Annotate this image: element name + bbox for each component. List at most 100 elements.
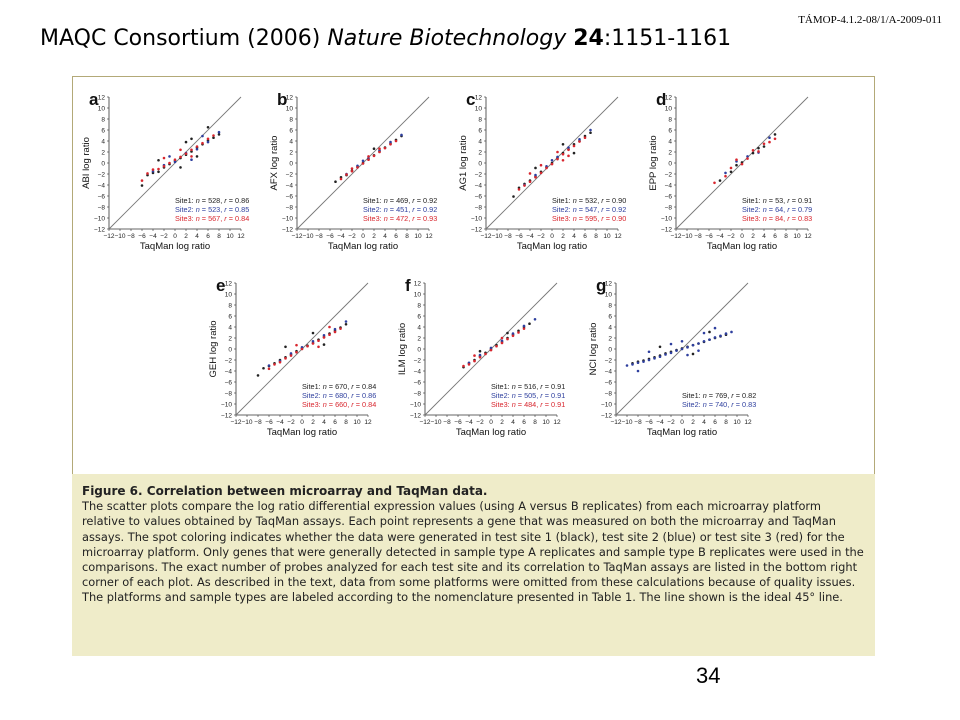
y-tick-label-b: 6 <box>289 128 293 135</box>
data-point-g-site2 <box>680 347 684 351</box>
stats-line-c-site3: Site3: n = 595, r = 0.90 <box>552 214 626 223</box>
data-point-a-site3 <box>206 137 210 141</box>
x-tick-label-a: 0 <box>173 233 177 240</box>
x-tick-label-e: 6 <box>333 419 337 426</box>
x-tick-label-c: 12 <box>614 233 622 240</box>
x-tick-label-d: 0 <box>740 233 744 240</box>
x-tick-label-a: 10 <box>226 233 234 240</box>
y-tick-label-c: −2 <box>475 172 483 179</box>
y-tick-label-g: 8 <box>608 303 612 310</box>
y-tick-label-e: −4 <box>225 369 233 376</box>
y-tick-label-c: 6 <box>478 128 482 135</box>
data-point-f-site2 <box>511 332 515 335</box>
data-point-g-site2 <box>719 334 722 338</box>
y-tick-label-c: 2 <box>478 150 482 157</box>
data-point-f-site3 <box>478 355 482 359</box>
y-axis-label-f: ILM log ratio <box>397 323 408 375</box>
data-point-b-site3 <box>389 143 392 146</box>
y-axis-label-b: AFX log ratio <box>269 136 280 191</box>
data-point-b-site3 <box>350 169 354 173</box>
stats-line-d-site1: Site1: n = 53, r = 0.91 <box>742 196 812 205</box>
y-tick-label-c: −6 <box>475 194 483 201</box>
stats-line-a-site1: Site1: n = 528, r = 0.86 <box>175 196 249 205</box>
x-tick-label-c: 4 <box>572 233 576 240</box>
data-point-e-site1 <box>344 322 348 326</box>
y-tick-label-f: −4 <box>414 369 422 376</box>
y-tick-label-d: −6 <box>665 194 673 201</box>
data-point-c-site3 <box>534 176 537 179</box>
data-point-g-site2 <box>724 332 728 335</box>
data-point-a-site2 <box>190 158 193 161</box>
data-point-e-site2 <box>322 333 326 337</box>
x-tick-label-a: −2 <box>160 233 168 240</box>
y-tick-label-a: 0 <box>101 161 105 168</box>
x-tick-label-d: 4 <box>762 233 766 240</box>
data-point-c-site2 <box>556 155 559 159</box>
data-point-e-site1 <box>262 366 265 370</box>
data-point-a-site1 <box>179 166 182 169</box>
data-point-f-site3 <box>489 348 493 352</box>
heading-journal: Nature Biotechnology <box>327 26 574 51</box>
stats-line-e-site2: Site2: n = 680, r = 0.86 <box>302 391 376 400</box>
data-point-c-site1 <box>561 143 565 146</box>
x-tick-label-d: 2 <box>751 233 755 240</box>
data-point-e-site3 <box>273 363 276 366</box>
data-point-e-site2 <box>344 320 348 323</box>
x-tick-label-e: −10 <box>241 419 252 426</box>
x-tick-label-g: −10 <box>621 419 632 426</box>
y-tick-label-c: −8 <box>475 205 483 212</box>
y-tick-label-d: 8 <box>668 117 672 124</box>
data-point-a-site2 <box>195 147 199 151</box>
y-tick-label-a: −2 <box>98 172 106 179</box>
data-point-a-site3 <box>146 172 149 175</box>
x-tick-label-d: −12 <box>670 233 681 240</box>
data-point-a-site1 <box>184 140 188 144</box>
data-point-e-site3 <box>328 325 331 329</box>
data-point-c-site3 <box>578 140 581 143</box>
data-point-c-site3 <box>561 158 565 162</box>
y-tick-label-e: −2 <box>225 358 233 365</box>
data-point-e-site1 <box>311 331 315 335</box>
data-point-a-site2 <box>201 134 204 138</box>
data-point-d-site2 <box>746 155 749 158</box>
x-tick-label-b: 2 <box>372 233 376 240</box>
data-point-f-site3 <box>467 363 471 366</box>
data-point-f-site1 <box>528 322 531 325</box>
panel-letter-c: c <box>466 90 475 109</box>
data-point-a-site3 <box>140 179 144 182</box>
data-point-a-site3 <box>201 141 204 145</box>
data-point-b-site1 <box>372 147 376 150</box>
y-tick-label-a: 10 <box>98 106 106 113</box>
x-tick-label-f: 10 <box>542 419 550 426</box>
data-point-a-site3 <box>162 156 166 160</box>
stats-line-b-site3: Site3: n = 472, r = 0.93 <box>363 214 437 223</box>
data-point-g-site1 <box>691 352 695 356</box>
data-point-a-site2 <box>206 140 210 144</box>
data-point-g-site2 <box>686 353 689 357</box>
data-point-f-site1 <box>478 349 482 353</box>
data-point-b-site3 <box>378 150 381 154</box>
x-tick-label-e: −4 <box>276 419 284 426</box>
x-tick-label-b: −12 <box>291 233 302 240</box>
data-point-f-site3 <box>484 352 487 356</box>
x-tick-label-d: 12 <box>804 233 812 240</box>
data-point-b-site3 <box>367 155 370 158</box>
data-point-g-site2 <box>636 369 640 373</box>
x-tick-label-d: 6 <box>773 233 777 240</box>
data-point-f-site3 <box>522 327 526 330</box>
data-point-c-site2 <box>550 158 554 162</box>
data-point-d-site2 <box>724 171 727 175</box>
data-point-b-site3 <box>345 173 348 176</box>
data-point-d-site2 <box>768 136 771 139</box>
x-tick-label-g: 12 <box>744 419 752 426</box>
y-tick-label-a: 6 <box>101 128 105 135</box>
y-tick-label-d: −8 <box>665 205 673 212</box>
data-point-d-site3 <box>762 142 766 146</box>
panel-letter-f: f <box>405 276 411 295</box>
data-point-a-site1 <box>157 170 160 174</box>
data-point-c-site3 <box>523 184 526 187</box>
stats-line-d-site2: Site2: n = 64, r = 0.79 <box>742 205 812 214</box>
y-tick-label-b: −10 <box>282 216 293 223</box>
y-tick-label-f: −6 <box>414 380 422 387</box>
data-point-c-site2 <box>578 138 581 141</box>
